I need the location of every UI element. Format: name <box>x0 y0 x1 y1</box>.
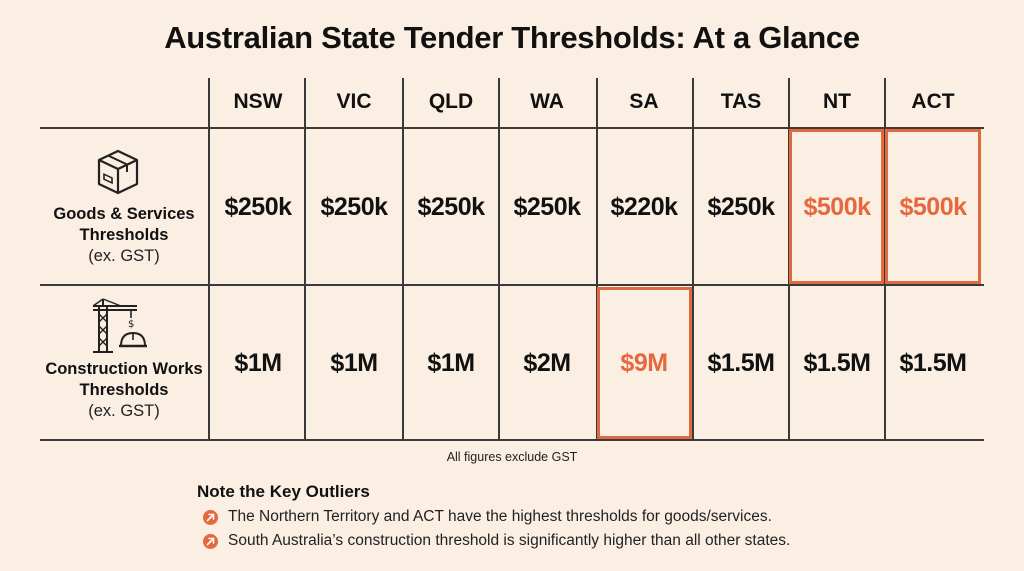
table-cell-construction-nsw: $1M <box>234 349 282 377</box>
table-cell-goods-tas: $250k <box>707 193 775 221</box>
table-cell-goods-nsw: $250k <box>224 193 292 221</box>
table-cell-goods-nt: $500k <box>803 193 871 221</box>
column-header-nsw: NSW <box>233 90 283 113</box>
row-label-title: Goods & Services Thresholds <box>53 205 195 244</box>
table-divider <box>692 78 694 440</box>
note-text: The Northern Territory and ACT have the … <box>228 508 772 525</box>
table-cell-goods-vic: $250k <box>320 193 388 221</box>
row-label-subtitle: (ex. GST) <box>88 402 160 420</box>
table-cell-construction-tas: $1.5M <box>707 349 775 377</box>
table-cell-goods-act: $500k <box>899 193 967 221</box>
row-label-subtitle: (ex. GST) <box>88 247 160 265</box>
table-cell-construction-wa: $2M <box>523 349 571 377</box>
table-divider <box>596 78 598 440</box>
highlight-box-act-goods <box>885 129 981 284</box>
arrow-up-right-icon <box>203 533 218 549</box>
note-item: The Northern Territory and ACT have the … <box>203 508 772 526</box>
table-cell-goods-wa: $250k <box>513 193 581 221</box>
column-header-tas: TAS <box>720 90 762 113</box>
notes-title: Note the Key Outliers <box>197 482 370 501</box>
table-divider <box>788 78 790 440</box>
table-divider <box>40 127 984 129</box>
table-cell-construction-vic: $1M <box>330 349 378 377</box>
table-divider <box>304 78 306 440</box>
table-divider <box>208 78 210 440</box>
column-header-act: ACT <box>911 90 955 113</box>
row-label-construction: Construction Works Thresholds (ex. GST) <box>40 359 208 422</box>
table-divider <box>402 78 404 440</box>
row-label-goods: Goods & Services Thresholds (ex. GST) <box>40 204 208 267</box>
column-header-wa: WA <box>530 90 564 113</box>
table-cell-construction-sa: $9M <box>620 349 668 377</box>
table-divider <box>40 284 984 286</box>
column-header-nt: NT <box>823 90 851 113</box>
table-cell-goods-sa: $220k <box>610 193 678 221</box>
table-divider <box>884 78 886 440</box>
column-header-qld: QLD <box>428 90 474 113</box>
svg-text:$: $ <box>128 319 134 330</box>
table-cell-construction-qld: $1M <box>427 349 475 377</box>
note-text: South Australia’s construction threshold… <box>228 532 791 549</box>
page-title: Australian State Tender Thresholds: At a… <box>164 20 860 55</box>
table-cell-goods-qld: $250k <box>417 193 485 221</box>
table-divider <box>40 439 984 441</box>
row-label-title: Construction Works Thresholds <box>45 360 203 399</box>
crane-hardhat-icon: $ <box>92 298 147 353</box>
note-item: South Australia’s construction threshold… <box>203 532 790 550</box>
table-divider <box>498 78 500 440</box>
arrow-up-right-icon <box>203 509 218 525</box>
box-icon <box>97 149 139 195</box>
table-cell-construction-act: $1.5M <box>899 349 967 377</box>
highlight-box-nt-goods <box>789 129 884 284</box>
footnote: All figures exclude GST <box>446 450 578 464</box>
table-cell-construction-nt: $1.5M <box>803 349 871 377</box>
column-header-vic: VIC <box>336 90 372 113</box>
column-header-sa: SA <box>629 90 659 113</box>
highlight-box-sa-construction <box>597 287 692 439</box>
